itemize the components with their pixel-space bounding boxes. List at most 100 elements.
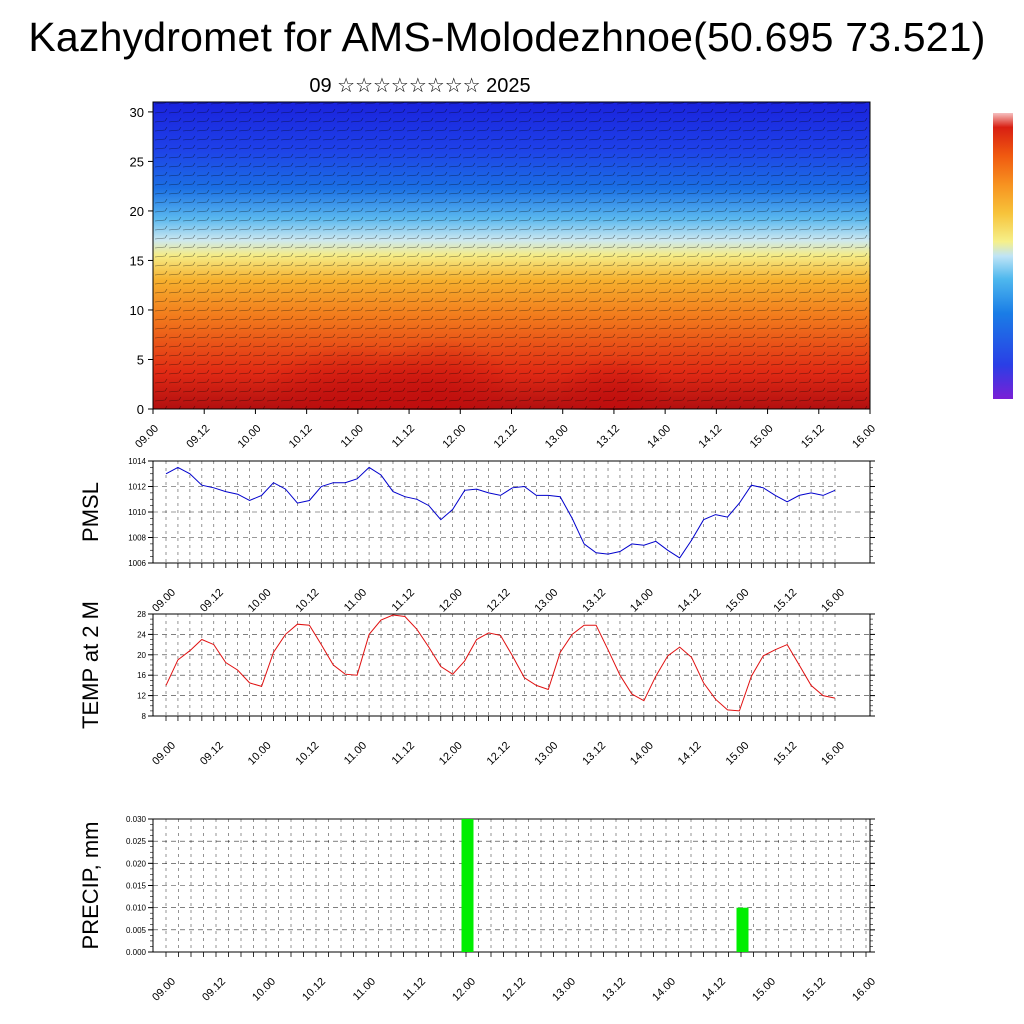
panel-frame [152,818,871,953]
panel-xtick-label: 14.12 [700,976,728,1004]
panel-ytick-label: 8 [142,712,147,721]
panel-frame [152,613,871,717]
panel-xtick-label: 10.00 [246,587,274,615]
heatmap-xtick-label: 11.00 [339,423,366,450]
precip-panel: 0.000 0.005 0.010 0.015 0.020 0.025 0.030 09.00… [78,815,878,1004]
heatmap-xtick-label: 15.12 [799,423,827,451]
heatmap-xtick-label: 14.12 [697,423,725,451]
panel-xtick-label: 15.00 [750,976,778,1004]
panel-ytick-label: 0.015 [126,882,147,891]
panel-ytick-label: 0.025 [126,837,147,846]
heatmap-panel: 0 5 10 15 20 25 30 09.00 09.12 10.00 10.12 11.00 11… [130,101,878,451]
heatmap-ytick-label: 0 [137,402,144,417]
panel-xtick-label: 13.12 [600,976,628,1004]
panel-xtick-label: 12.12 [485,740,513,768]
panel-xtick-label: 11.12 [390,587,417,614]
heatmap-xtick-label: 16.00 [850,423,878,451]
wind-barbs [153,102,870,409]
panel-xtick-label: 13.12 [580,587,608,615]
heatmap-xtick-label: 10.00 [236,423,264,451]
panel-xtick-label: 10.12 [294,587,322,615]
panel-xtick-label: 13.00 [532,587,560,615]
heatmap-xtick-label: 11.12 [390,423,417,450]
panel-xtick-label: 09.12 [198,587,226,615]
panel-xtick-label: 14.00 [650,976,678,1004]
panel-xtick-label: 10.12 [300,976,328,1004]
panel-xtick-label: 09.00 [150,740,178,768]
panel-ylabel: TEMP at 2 M [78,601,103,729]
heatmap-ytick-label: 5 [137,352,144,367]
heatmap-ytick-label: 25 [130,154,144,169]
panel-xtick-label: 11.00 [342,587,369,614]
panel-xtick-label: 12.12 [500,976,528,1004]
panel-xtick-label: 14.12 [676,740,704,768]
panel-ytick-label: 1010 [128,508,146,517]
heatmap-xtick-label: 12.12 [492,423,520,451]
panel-xtick-label: 15.00 [724,587,752,615]
panel-xtick-label: 11.12 [390,740,417,767]
panel-ytick-label: 1014 [128,457,146,466]
panel-xtick-label: 13.12 [580,740,608,768]
panel-xtick-label: 09.12 [200,976,228,1004]
panel-ytick-label: 0.005 [126,926,147,935]
chart-subtitle: 09 ☆☆☆☆☆☆☆☆ 2025 [309,75,531,97]
panel-frame [152,460,871,564]
heatmap-xtick-label: 12.00 [440,423,468,451]
panel-xtick-label: 15.12 [800,976,828,1004]
panel-ytick-label: 0.030 [126,815,147,824]
temp-panel: 8 12 16 20 24 28 09.00 09.12 10.00 10.12 11.00 11.1… [78,601,875,768]
panel-xtick-label: 10.00 [246,740,274,768]
panel-ytick-label: 20 [137,651,146,660]
heatmap-xtick-label: 09.12 [184,423,212,451]
panel-xtick-label: 13.00 [532,740,560,768]
panel-ylabel: PRECIP, mm [78,822,103,950]
panel-xtick-label: 15.00 [724,740,752,768]
panel-xtick-label: 12.00 [450,976,478,1004]
panel-xtick-label: 12.12 [485,587,513,615]
panel-xtick-label: 11.00 [351,976,378,1003]
panel-xtick-label: 10.12 [294,740,322,768]
panel-ylabel: PMSL [78,482,103,542]
panel-xtick-label: 09.00 [150,976,178,1004]
heatmap-ytick-label: 15 [130,253,144,268]
heatmap-xtick-label: 15.00 [748,423,776,451]
heatmap-xtick-label: 14.00 [645,423,673,451]
panel-ytick-label: 24 [137,630,146,639]
panel-xtick-label: 14.00 [628,587,656,615]
pmsl-panel: 1006 1008 1010 1012 1014 09.00 09.12 10.00 10.12… [78,457,875,615]
panel-ytick-label: 1012 [128,483,146,492]
panel-xtick-label: 14.12 [676,587,704,615]
panel-ytick-label: 0.020 [126,859,147,868]
heatmap-xtick-label: 13.00 [543,423,571,451]
panel-ytick-label: 28 [137,610,146,619]
heatmap-ytick-label: 30 [130,105,144,120]
panel-xtick-label: 12.00 [437,587,465,615]
heatmap-ytick-label: 10 [130,303,144,318]
panel-xtick-label: 11.12 [401,976,428,1003]
panel-ytick-label: 0.000 [126,948,147,957]
panel-xtick-label: 16.00 [819,740,847,768]
panel-xtick-label: 09.12 [198,740,226,768]
panel-xtick-label: 11.00 [342,740,369,767]
panel-xtick-label: 16.00 [819,587,847,615]
temp-series-line [165,614,836,712]
heatmap-xtick-label: 09.00 [133,423,161,451]
panel-xtick-label: 15.12 [771,740,799,768]
panel-xtick-label: 12.00 [437,740,465,768]
pmsl-series-line [165,466,836,559]
panel-ytick-label: 1006 [128,559,146,568]
heatmap-xtick-label: 13.12 [594,423,622,451]
panel-ytick-label: 1008 [128,534,146,543]
precip-bar [736,907,749,952]
panel-xtick-label: 10.00 [250,976,278,1004]
chart-title: Kazhydromet for AMS-Molodezhnoe(50.695 7… [28,14,986,60]
heatmap-ytick-label: 20 [130,204,144,219]
panel-xtick-label: 14.00 [628,740,656,768]
color-legend-bar [993,113,1013,399]
panel-ytick-label: 12 [137,692,146,701]
panel-xtick-label: 09.00 [150,587,178,615]
heatmap-xtick-label: 10.12 [287,423,315,451]
panel-xtick-label: 16.00 [850,976,878,1004]
panel-xtick-label: 15.12 [771,587,799,615]
